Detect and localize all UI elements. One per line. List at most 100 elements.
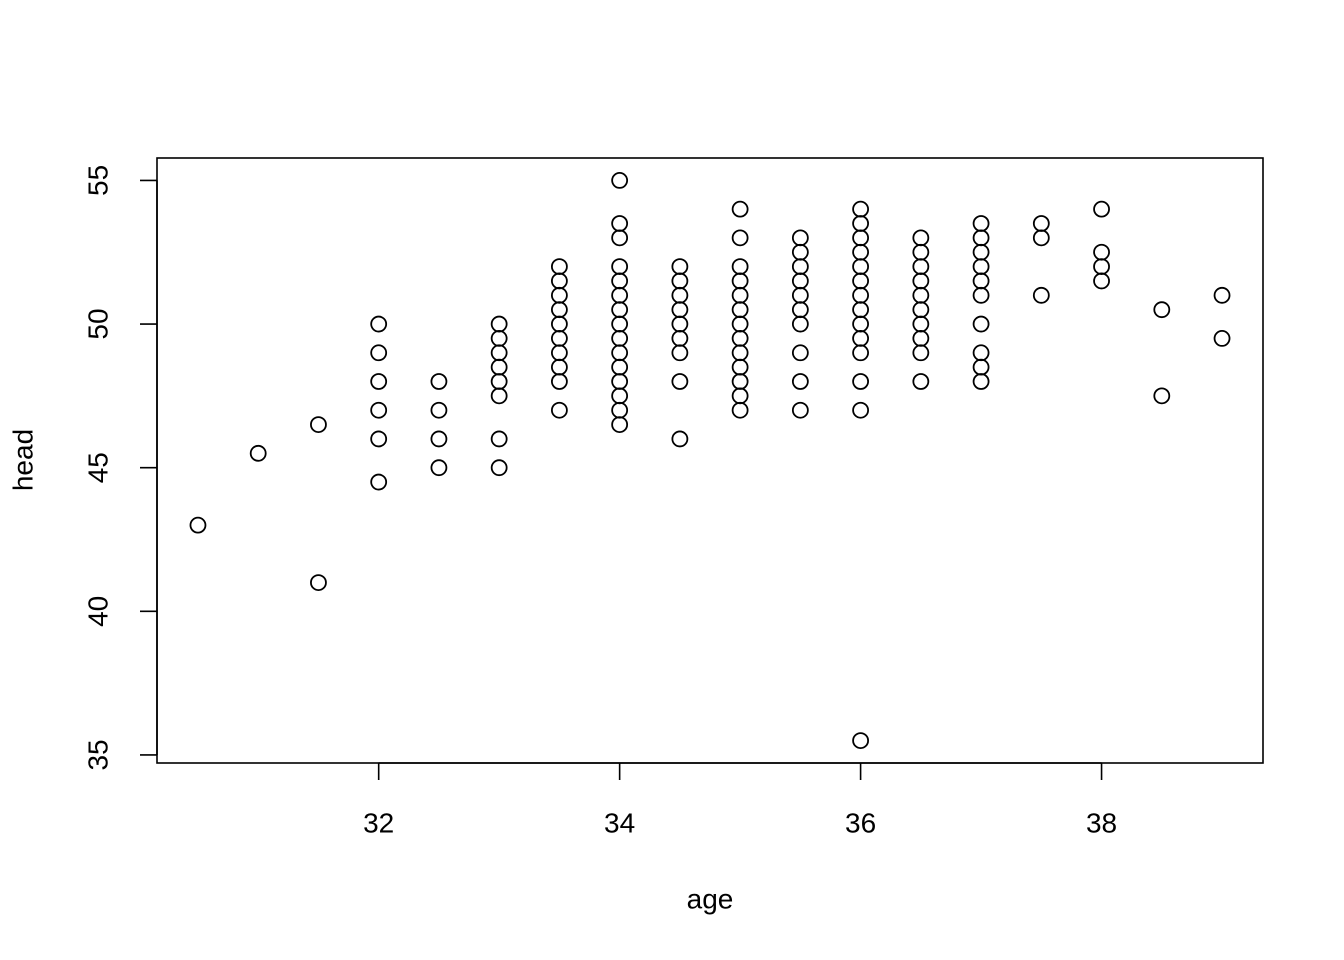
point (731, 358, 749, 376)
point (912, 373, 930, 390)
y-tick-label: 50 (82, 308, 113, 339)
point (972, 373, 990, 390)
point (912, 315, 930, 333)
point (1213, 286, 1231, 304)
point (671, 330, 689, 347)
point (731, 272, 749, 290)
plot-box (156, 157, 1264, 764)
point (611, 301, 629, 319)
point (731, 229, 749, 247)
point (791, 286, 809, 304)
point (731, 387, 749, 405)
point (731, 401, 749, 419)
point (912, 286, 930, 304)
point (731, 373, 749, 390)
point (189, 516, 207, 534)
point (1032, 286, 1050, 304)
point (551, 286, 568, 304)
y-tick-label: 35 (82, 739, 113, 770)
point (430, 401, 448, 419)
point (791, 344, 809, 362)
point (310, 416, 327, 433)
point (852, 272, 869, 290)
point (611, 215, 629, 232)
point (611, 286, 629, 304)
point (912, 229, 930, 247)
point (852, 200, 869, 218)
point (430, 373, 448, 390)
point (490, 373, 508, 390)
x-tick-label: 38 (1086, 807, 1117, 838)
point (791, 373, 809, 390)
point (551, 373, 568, 390)
point (490, 330, 508, 347)
point (671, 430, 689, 448)
point (551, 258, 568, 275)
y-tick-label: 45 (82, 452, 113, 483)
point (1093, 258, 1110, 275)
point (249, 444, 267, 462)
point (791, 301, 809, 319)
point (791, 243, 809, 261)
point (551, 272, 568, 290)
point (430, 459, 448, 477)
point (1213, 330, 1231, 347)
x-tick-label: 34 (604, 807, 635, 838)
point (791, 258, 809, 275)
point (852, 286, 869, 304)
point (551, 330, 568, 347)
point (611, 258, 629, 275)
point (671, 272, 689, 290)
point (972, 229, 990, 247)
point (791, 272, 809, 290)
point (671, 344, 689, 362)
point (1153, 387, 1171, 405)
point (912, 301, 930, 319)
point (611, 344, 629, 362)
point (731, 258, 749, 275)
point (490, 459, 508, 477)
point (611, 272, 629, 290)
y-axis-label: head (7, 429, 38, 491)
point (852, 330, 869, 347)
point (490, 430, 508, 448)
point (370, 430, 388, 448)
point (912, 272, 930, 290)
point (972, 258, 990, 275)
point (912, 258, 930, 275)
point (490, 315, 508, 333)
point (791, 315, 809, 333)
point (370, 344, 388, 362)
point (791, 229, 809, 247)
y-tick-label: 40 (82, 596, 113, 627)
point (611, 387, 629, 405)
point (671, 301, 689, 319)
point (731, 315, 749, 333)
point (852, 315, 869, 333)
point (490, 387, 508, 405)
point (430, 430, 448, 448)
point (611, 416, 629, 433)
point (671, 315, 689, 333)
x-axis-label: age (687, 883, 734, 914)
point (551, 301, 568, 319)
point (370, 315, 388, 333)
point (551, 401, 568, 419)
point (671, 373, 689, 390)
point (972, 272, 990, 290)
point (611, 373, 629, 390)
x-tick-label: 32 (363, 807, 394, 838)
point (852, 344, 869, 362)
point (551, 358, 568, 376)
point (852, 243, 869, 261)
point (731, 301, 749, 319)
point (1032, 215, 1050, 232)
point (611, 401, 629, 419)
point (791, 401, 809, 419)
point (912, 344, 930, 362)
point (551, 344, 568, 362)
point (551, 315, 568, 333)
y-tick-label: 55 (82, 165, 113, 196)
point (611, 172, 629, 189)
